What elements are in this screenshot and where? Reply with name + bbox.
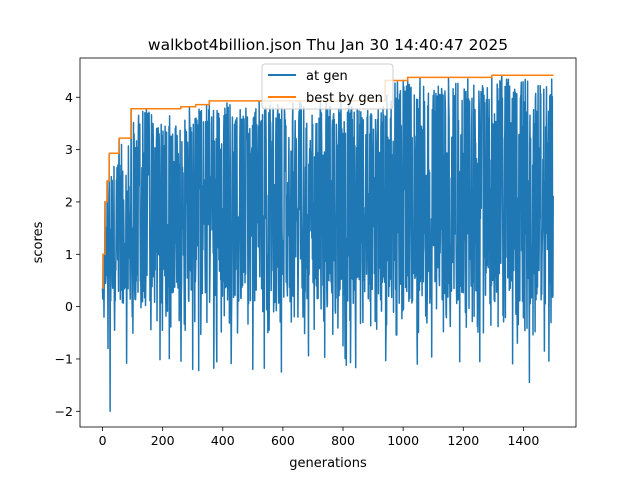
y-axis-ticks: −2 −1 0 1 2 3 4 xyxy=(55,90,80,419)
series-line-at-gen xyxy=(101,74,554,413)
x-axis-label: generations xyxy=(289,456,367,471)
series-line-best-by-gen xyxy=(102,74,554,290)
y-tick-label: −1 xyxy=(55,351,73,366)
x-axis-ticks: 0 200 400 600 800 1000 1200 1400 xyxy=(99,427,539,448)
x-tick-label: 1400 xyxy=(507,433,539,448)
y-tick-label: 3 xyxy=(65,142,73,157)
legend-label-best-by-gen: best by gen xyxy=(306,91,383,106)
x-tick-label: 600 xyxy=(271,433,295,448)
legend: at gen best by gen xyxy=(261,63,394,110)
x-tick-label: 800 xyxy=(331,433,355,448)
x-tick-label: 400 xyxy=(211,433,235,448)
y-tick-label: 2 xyxy=(65,194,73,209)
chart-title: walkbot4billion.json Thu Jan 30 14:40:47… xyxy=(148,36,508,54)
plot-frame xyxy=(79,57,577,428)
legend-label-at-gen: at gen xyxy=(306,69,348,84)
y-tick-label: 1 xyxy=(65,247,73,262)
y-tick-label: −2 xyxy=(55,404,73,419)
y-tick-label: 0 xyxy=(65,299,73,314)
x-tick-label: 1200 xyxy=(447,433,479,448)
y-tick-label: 4 xyxy=(65,90,73,105)
x-tick-label: 1000 xyxy=(387,433,419,448)
x-tick-label: 0 xyxy=(99,433,107,448)
x-tick-label: 200 xyxy=(151,433,175,448)
y-axis-label: scores xyxy=(31,221,46,263)
